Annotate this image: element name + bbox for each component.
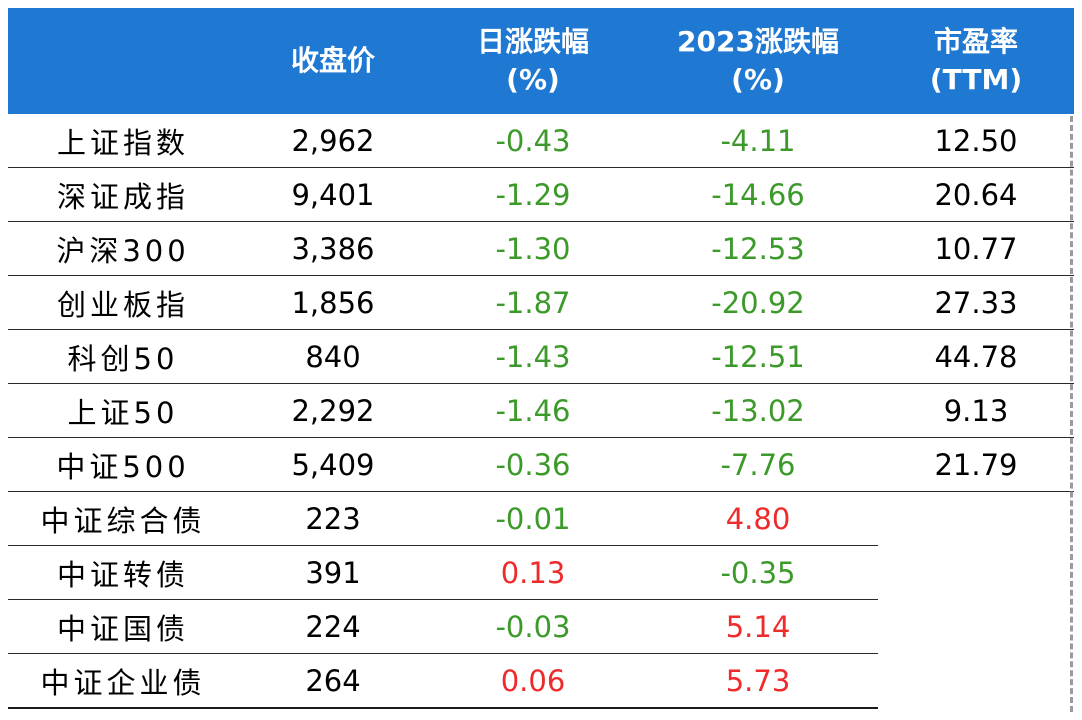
close-price-cell: 3,386 — [238, 221, 428, 276]
table-body: 上证指数 2,962 -0.43 -4.11 12.50 深证成指 9,401 -1.29 -1… — [8, 114, 1074, 709]
ytd-change-cell: -7.76 — [638, 437, 878, 492]
pe-ratio-cell: 21.79 — [878, 437, 1074, 492]
daily-change-cell: -1.87 — [428, 275, 638, 330]
pe-ratio-cell — [878, 654, 1074, 709]
market-table-container: 收盘价 日涨跌幅 (%) 2023涨跌幅 (%) 市盈率 (TTM) 上证指数 2… — [8, 8, 1074, 709]
table-row: 中证转债 391 0.13 -0.35 — [8, 545, 1074, 600]
daily-change-cell: -0.03 — [428, 599, 638, 654]
header-daily-change: 日涨跌幅 (%) — [428, 8, 638, 114]
ytd-change-cell: -20.92 — [638, 275, 878, 330]
index-name-cell: 中证国债 — [8, 599, 238, 654]
table-row: 沪深300 3,386 -1.30 -12.53 10.77 — [8, 221, 1074, 276]
index-name-cell: 创业板指 — [8, 275, 238, 330]
index-name-cell: 中证综合债 — [8, 491, 238, 546]
close-price-cell: 2,292 — [238, 383, 428, 438]
ytd-change-cell: -13.02 — [638, 383, 878, 438]
table-row: 上证50 2,292 -1.46 -13.02 9.13 — [8, 383, 1074, 438]
ytd-change-cell: -0.35 — [638, 545, 878, 600]
close-price-cell: 391 — [238, 545, 428, 600]
header-daily-change-unit: (%) — [506, 63, 560, 96]
index-name-cell: 上证指数 — [8, 114, 238, 168]
header-pe-ratio-label: 市盈率 — [933, 25, 1018, 58]
header-ytd-change: 2023涨跌幅 (%) — [638, 8, 878, 114]
header-ytd-change-unit: (%) — [731, 63, 785, 96]
header-pe-ratio: 市盈率 (TTM) — [878, 8, 1074, 114]
index-name-cell: 中证企业债 — [8, 653, 238, 709]
daily-change-cell: 0.13 — [428, 545, 638, 600]
pe-ratio-cell: 9.13 — [878, 383, 1074, 438]
table-row: 中证综合债 223 -0.01 4.80 — [8, 491, 1074, 546]
ytd-change-cell: 5.73 — [638, 653, 878, 709]
header-pe-ratio-unit: (TTM) — [929, 63, 1023, 96]
pe-ratio-cell: 44.78 — [878, 329, 1074, 384]
ytd-change-cell: -12.53 — [638, 221, 878, 276]
index-name-cell: 中证500 — [8, 437, 238, 492]
index-name-cell: 科创50 — [8, 329, 238, 384]
index-name-cell: 中证转债 — [8, 545, 238, 600]
index-name-cell: 沪深300 — [8, 221, 238, 276]
header-close-price: 收盘价 — [238, 8, 428, 114]
table-row: 上证指数 2,962 -0.43 -4.11 12.50 — [8, 114, 1074, 168]
ytd-change-cell: 4.80 — [638, 491, 878, 546]
ytd-change-cell: -14.66 — [638, 167, 878, 222]
pe-ratio-cell: 10.77 — [878, 221, 1074, 276]
header-close-price-label: 收盘价 — [290, 44, 375, 77]
pe-ratio-cell: 12.50 — [878, 114, 1074, 168]
pe-ratio-cell — [878, 492, 1074, 546]
pe-ratio-cell — [878, 546, 1074, 600]
header-daily-change-label: 日涨跌幅 — [476, 25, 589, 58]
daily-change-cell: -1.43 — [428, 329, 638, 384]
daily-change-cell: 0.06 — [428, 653, 638, 709]
index-name-cell: 上证50 — [8, 383, 238, 438]
close-price-cell: 9,401 — [238, 167, 428, 222]
daily-change-cell: -1.30 — [428, 221, 638, 276]
table-row: 中证500 5,409 -0.36 -7.76 21.79 — [8, 437, 1074, 492]
close-price-cell: 1,856 — [238, 275, 428, 330]
close-price-cell: 840 — [238, 329, 428, 384]
pe-ratio-cell — [878, 600, 1074, 654]
close-price-cell: 223 — [238, 491, 428, 546]
header-ytd-change-label: 2023涨跌幅 — [677, 25, 839, 58]
close-price-cell: 2,962 — [238, 114, 428, 168]
pe-ratio-cell: 27.33 — [878, 275, 1074, 330]
close-price-cell: 224 — [238, 599, 428, 654]
ytd-change-cell: 5.14 — [638, 599, 878, 654]
table-row: 创业板指 1,856 -1.87 -20.92 27.33 — [8, 275, 1074, 330]
ytd-change-cell: -4.11 — [638, 114, 878, 168]
daily-change-cell: -1.46 — [428, 383, 638, 438]
header-index-name — [8, 8, 238, 114]
daily-change-cell: -1.29 — [428, 167, 638, 222]
daily-change-cell: -0.43 — [428, 114, 638, 168]
header-row: 收盘价 日涨跌幅 (%) 2023涨跌幅 (%) 市盈率 (TTM) — [8, 8, 1074, 114]
close-price-cell: 5,409 — [238, 437, 428, 492]
table-row: 中证国债 224 -0.03 5.14 — [8, 599, 1074, 654]
daily-change-cell: -0.36 — [428, 437, 638, 492]
index-name-cell: 深证成指 — [8, 167, 238, 222]
table-header: 收盘价 日涨跌幅 (%) 2023涨跌幅 (%) 市盈率 (TTM) — [8, 8, 1074, 114]
table-row: 深证成指 9,401 -1.29 -14.66 20.64 — [8, 167, 1074, 222]
daily-change-cell: -0.01 — [428, 491, 638, 546]
close-price-cell: 264 — [238, 653, 428, 709]
table-row: 中证企业债 264 0.06 5.73 — [8, 653, 1074, 709]
market-index-table: 收盘价 日涨跌幅 (%) 2023涨跌幅 (%) 市盈率 (TTM) 上证指数 2… — [8, 8, 1074, 709]
pe-ratio-cell: 20.64 — [878, 167, 1074, 222]
dashed-border-right — [1070, 116, 1073, 712]
ytd-change-cell: -12.51 — [638, 329, 878, 384]
table-row: 科创50 840 -1.43 -12.51 44.78 — [8, 329, 1074, 384]
